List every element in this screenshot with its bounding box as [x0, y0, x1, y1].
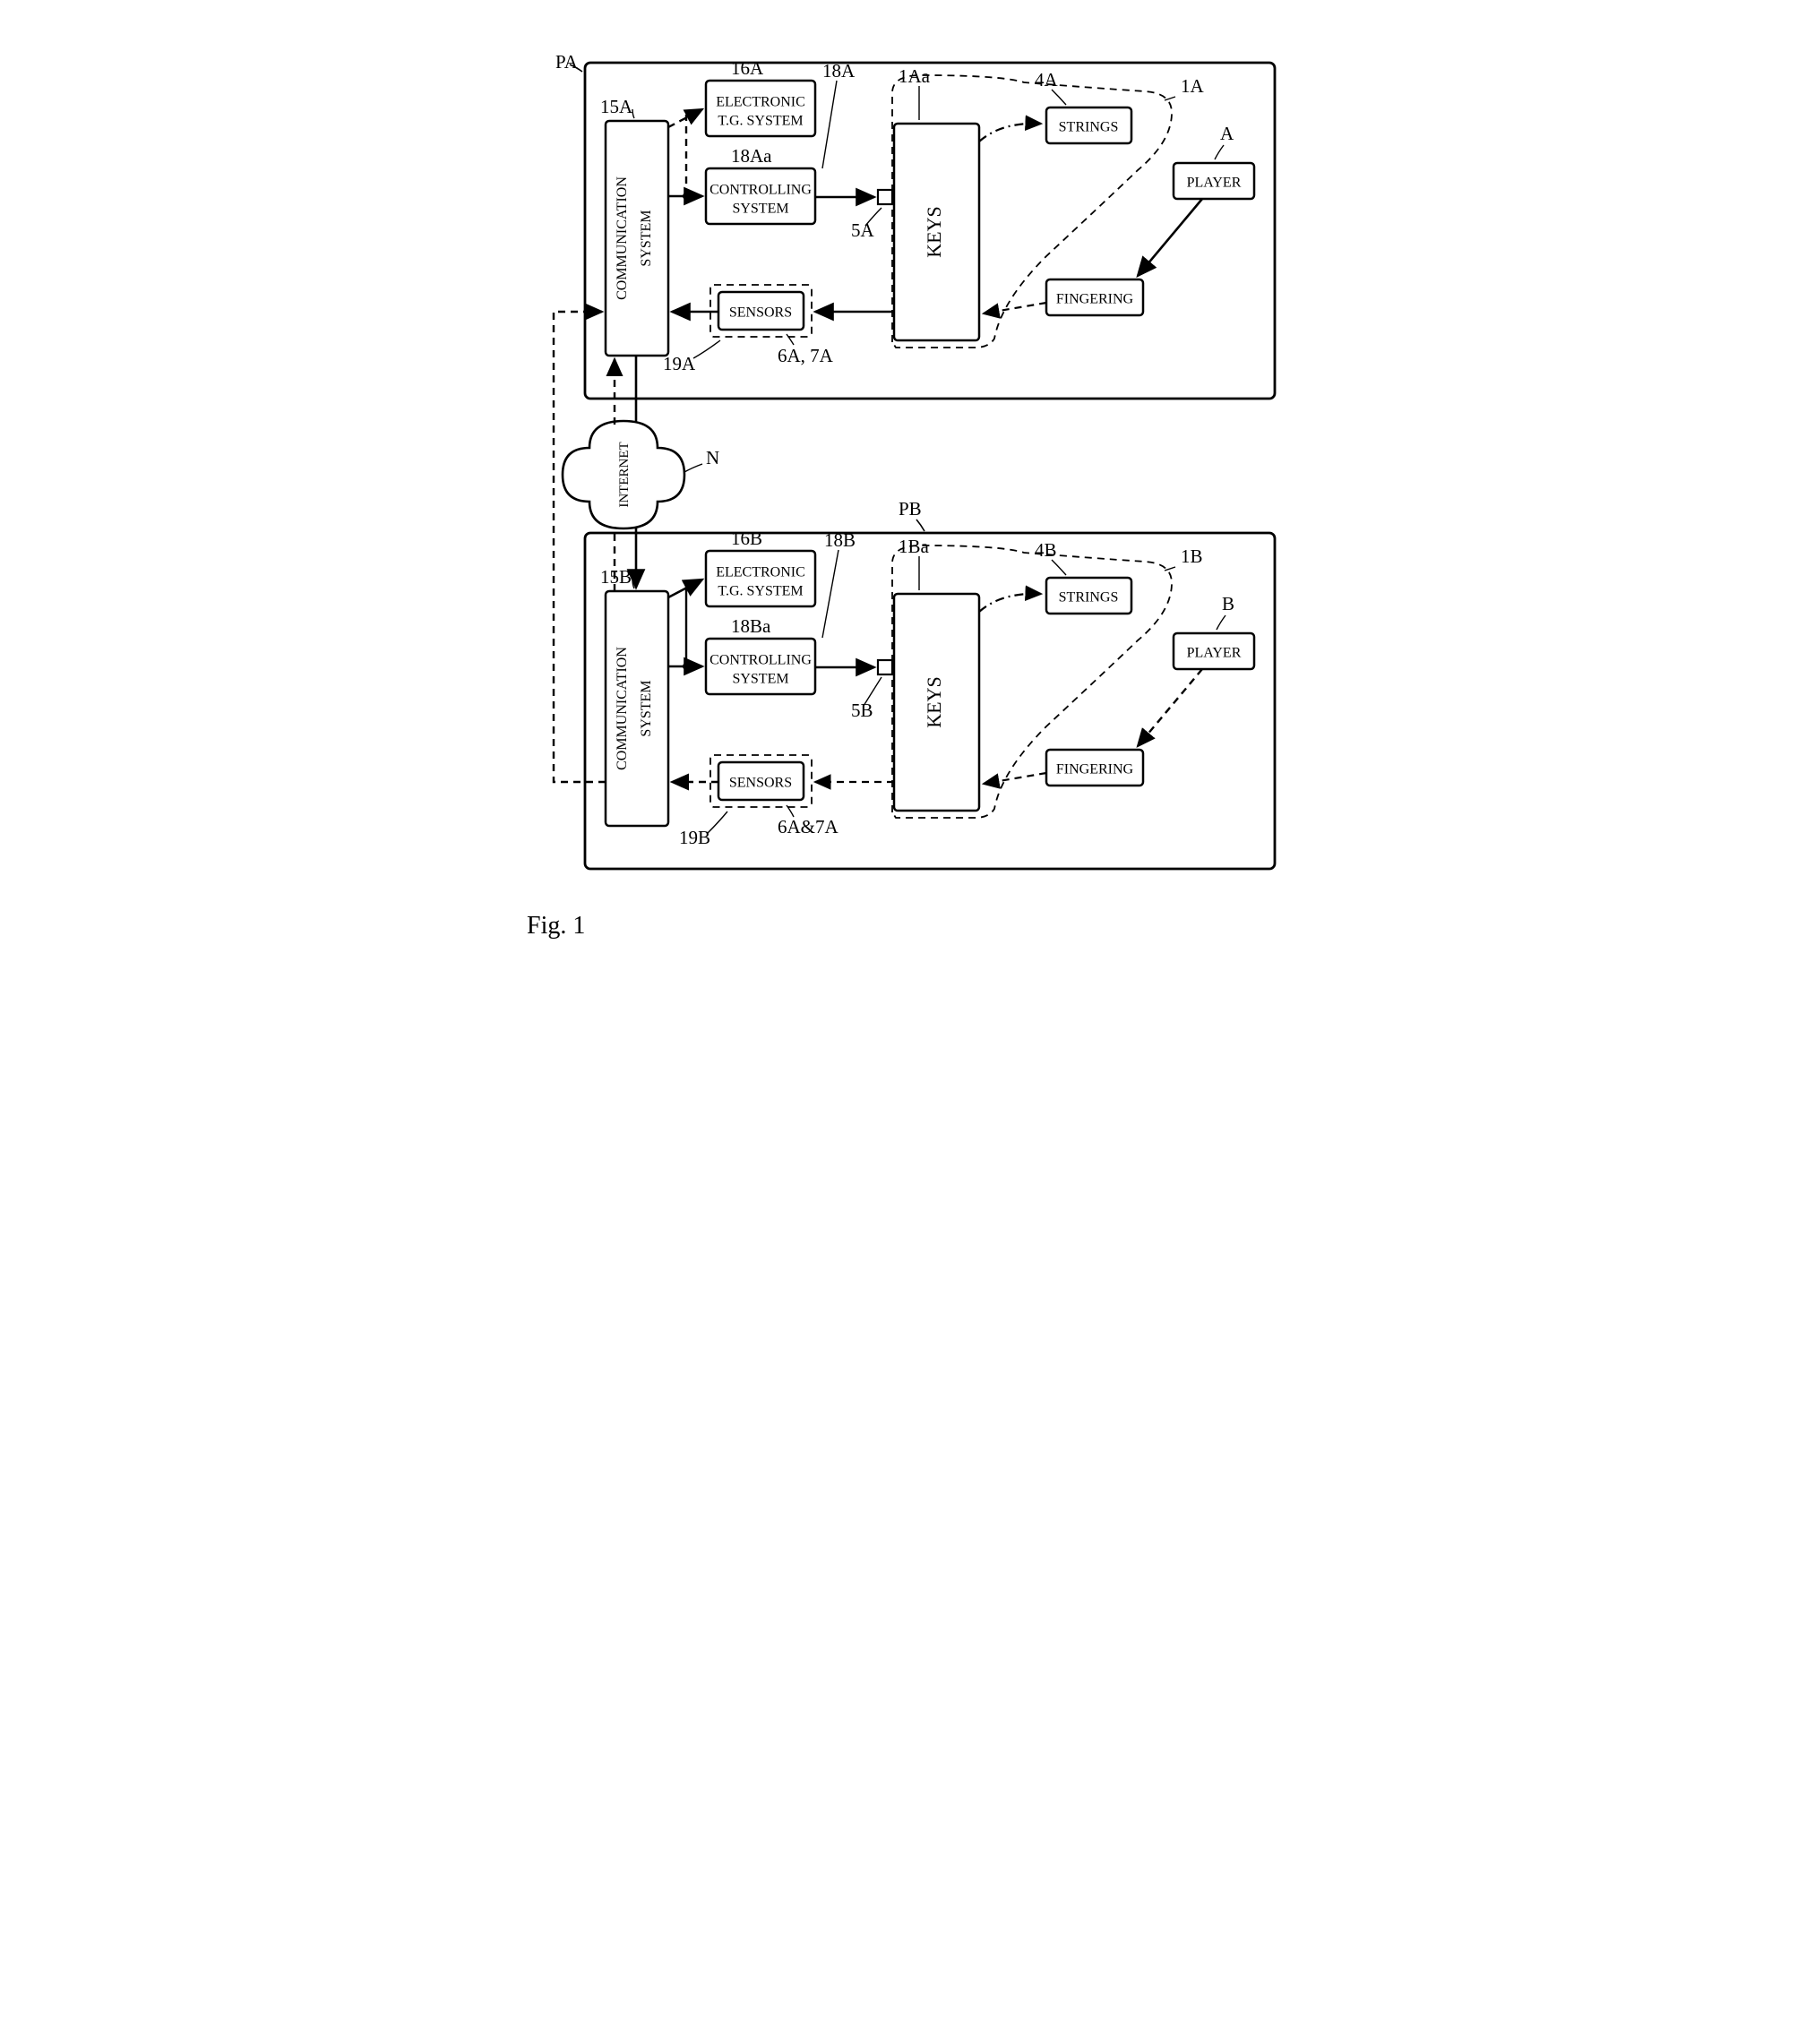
text-ctrl-a-2: SYSTEM	[732, 202, 788, 217]
ref-19A: 19A	[663, 353, 696, 374]
text-comm-b-2: SYSTEM	[639, 680, 654, 736]
text-fing-b: FINGERING	[1056, 762, 1134, 777]
ref-PA: PA	[555, 51, 579, 73]
ref-16B: 16B	[731, 528, 762, 549]
text-tg-a-2: T.G. SYSTEM	[718, 114, 803, 129]
text-ctrl-b-2: SYSTEM	[732, 672, 788, 687]
text-player-b: PLAYER	[1187, 646, 1242, 661]
ref-B: B	[1222, 593, 1234, 614]
text-sens-b: SENSORS	[729, 776, 792, 791]
text-sens-a: SENSORS	[729, 305, 792, 321]
ref-5B: 5B	[851, 700, 873, 721]
ref-19B: 19B	[679, 827, 710, 848]
text-ctrl-b-1: CONTROLLING	[710, 653, 812, 668]
ref-15A: 15A	[600, 96, 633, 117]
text-tg-a-1: ELECTRONIC	[716, 95, 805, 110]
text-strings-b: STRINGS	[1059, 590, 1119, 605]
ref-16A: 16A	[731, 57, 764, 79]
text-internet: INTERNET	[617, 442, 632, 507]
diagram-svg: PA COMMUNICATION SYSTEM 15A ELECTRONIC T…	[500, 36, 1306, 949]
text-keys-b: KEYS	[923, 676, 945, 727]
diagram-canvas: PA COMMUNICATION SYSTEM 15A ELECTRONIC T…	[500, 36, 1306, 949]
ref-6A7A-a: 6A, 7A	[778, 345, 834, 366]
ref-18Aa: 18Aa	[731, 145, 772, 167]
ref-18Ba: 18Ba	[731, 615, 771, 637]
ref-PB: PB	[899, 498, 922, 520]
text-comm-a-1: COMMUNICATION	[615, 176, 630, 300]
text-fing-a: FINGERING	[1056, 292, 1134, 307]
text-player-a: PLAYER	[1187, 176, 1242, 191]
text-keys-a: KEYS	[923, 206, 945, 257]
text-tg-b-2: T.G. SYSTEM	[718, 584, 803, 599]
ref-5A: 5A	[851, 219, 875, 241]
ref-18A: 18A	[822, 60, 856, 82]
ref-15B: 15B	[600, 566, 632, 588]
text-ctrl-a-1: CONTROLLING	[710, 183, 812, 198]
figure-label: Fig. 1	[527, 912, 585, 940]
ref-4B: 4B	[1035, 539, 1057, 561]
ref-1A-group: 1A	[1181, 75, 1205, 97]
ref-A: A	[1220, 123, 1234, 144]
ref-6A7A-b: 6A&7A	[778, 816, 839, 837]
ref-4A: 4A	[1035, 69, 1059, 90]
ref-N: N	[706, 447, 719, 468]
ref-18B: 18B	[824, 529, 856, 551]
text-comm-b-1: COMMUNICATION	[615, 647, 630, 770]
text-tg-b-1: ELECTRONIC	[716, 565, 805, 580]
text-strings-a: STRINGS	[1059, 120, 1119, 135]
ref-1B-group: 1B	[1181, 545, 1203, 567]
text-comm-a-2: SYSTEM	[639, 210, 654, 266]
